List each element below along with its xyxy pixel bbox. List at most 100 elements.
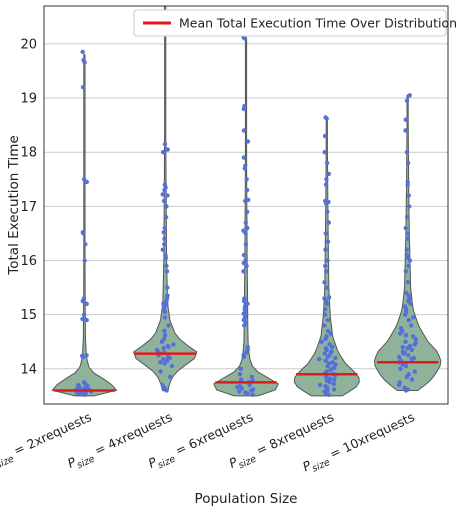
- data-point: [81, 57, 86, 63]
- data-point: [409, 347, 414, 353]
- y-axis-title: Total Execution Time: [6, 135, 22, 275]
- data-point: [238, 377, 244, 382]
- data-point: [84, 179, 90, 185]
- data-point: [323, 374, 329, 380]
- data-point: [325, 209, 330, 214]
- data-point: [407, 204, 412, 209]
- data-point: [403, 117, 408, 122]
- data-point: [244, 187, 250, 193]
- data-point: [331, 377, 337, 382]
- data-point: [333, 355, 338, 361]
- data-point: [323, 247, 328, 252]
- data-point: [403, 225, 408, 231]
- data-point: [326, 220, 331, 225]
- data-point: [171, 342, 176, 347]
- data-point: [160, 247, 165, 252]
- data-point: [396, 354, 402, 360]
- data-point: [323, 115, 328, 120]
- data-point: [406, 193, 411, 198]
- violin-body: [51, 54, 118, 397]
- data-point: [158, 360, 163, 365]
- data-point: [160, 150, 166, 155]
- data-point: [245, 301, 250, 306]
- data-point: [404, 247, 409, 252]
- data-point: [241, 155, 247, 160]
- data-point: [162, 236, 167, 241]
- legend-box: [133, 9, 447, 37]
- data-point: [322, 351, 327, 356]
- data-point: [244, 177, 249, 182]
- data-point: [407, 93, 412, 98]
- data-point: [249, 374, 255, 380]
- data-point: [161, 356, 166, 362]
- data-point: [325, 239, 331, 244]
- x-axis-title: Population Size: [195, 491, 298, 507]
- data-point: [326, 295, 332, 300]
- data-point: [241, 252, 247, 258]
- data-point: [317, 356, 322, 362]
- data-point: [323, 231, 328, 236]
- data-point: [243, 163, 248, 168]
- data-point: [164, 263, 169, 269]
- data-point: [81, 177, 87, 182]
- y-tick-labels: 14 15 16 17 18 19 20: [20, 37, 37, 377]
- data-point: [162, 225, 167, 231]
- data-point: [164, 204, 169, 209]
- data-point: [403, 333, 409, 338]
- data-point: [402, 304, 408, 309]
- data-point: [323, 383, 328, 389]
- data-point: [161, 198, 167, 204]
- data-point: [402, 385, 407, 390]
- data-point: [245, 139, 251, 144]
- data-point: [167, 374, 173, 380]
- y-tick-label: 19: [20, 92, 37, 107]
- data-point: [163, 215, 169, 220]
- data-point: [325, 258, 330, 263]
- data-point: [242, 296, 247, 301]
- data-point: [161, 346, 166, 351]
- data-point: [327, 361, 332, 366]
- data-point: [84, 301, 89, 306]
- data-point: [405, 280, 411, 285]
- data-point: [322, 323, 327, 328]
- data-point: [165, 293, 170, 298]
- data-point: [162, 328, 167, 334]
- data-point: [409, 377, 415, 382]
- data-point: [80, 85, 86, 90]
- data-point: [411, 355, 417, 361]
- data-point: [163, 252, 168, 258]
- data-point: [322, 312, 328, 317]
- data-point: [327, 376, 333, 381]
- data-point: [398, 366, 403, 371]
- data-point: [80, 49, 85, 55]
- data-point: [404, 252, 409, 258]
- data-point: [81, 312, 87, 317]
- data-point: [322, 150, 327, 155]
- data-point: [411, 315, 416, 320]
- data-point: [324, 378, 329, 383]
- data-point: [323, 346, 329, 351]
- data-point: [245, 225, 250, 231]
- data-point: [162, 141, 168, 147]
- data-point: [82, 258, 87, 263]
- data-point: [82, 380, 87, 385]
- data-point: [164, 269, 170, 274]
- data-point: [237, 372, 243, 377]
- data-point: [84, 353, 89, 358]
- data-point: [238, 366, 243, 371]
- data-point: [158, 369, 163, 374]
- data-point: [322, 133, 328, 139]
- data-point: [324, 334, 329, 339]
- data-point: [169, 363, 175, 369]
- data-point: [403, 269, 408, 274]
- data-point: [323, 358, 328, 363]
- data-point: [160, 382, 165, 388]
- data-point: [250, 392, 255, 397]
- data-point: [410, 334, 416, 339]
- data-point: [405, 236, 411, 241]
- data-point: [400, 344, 405, 350]
- y-tick-label: 18: [20, 146, 37, 161]
- data-point: [246, 197, 251, 203]
- data-point: [241, 269, 246, 274]
